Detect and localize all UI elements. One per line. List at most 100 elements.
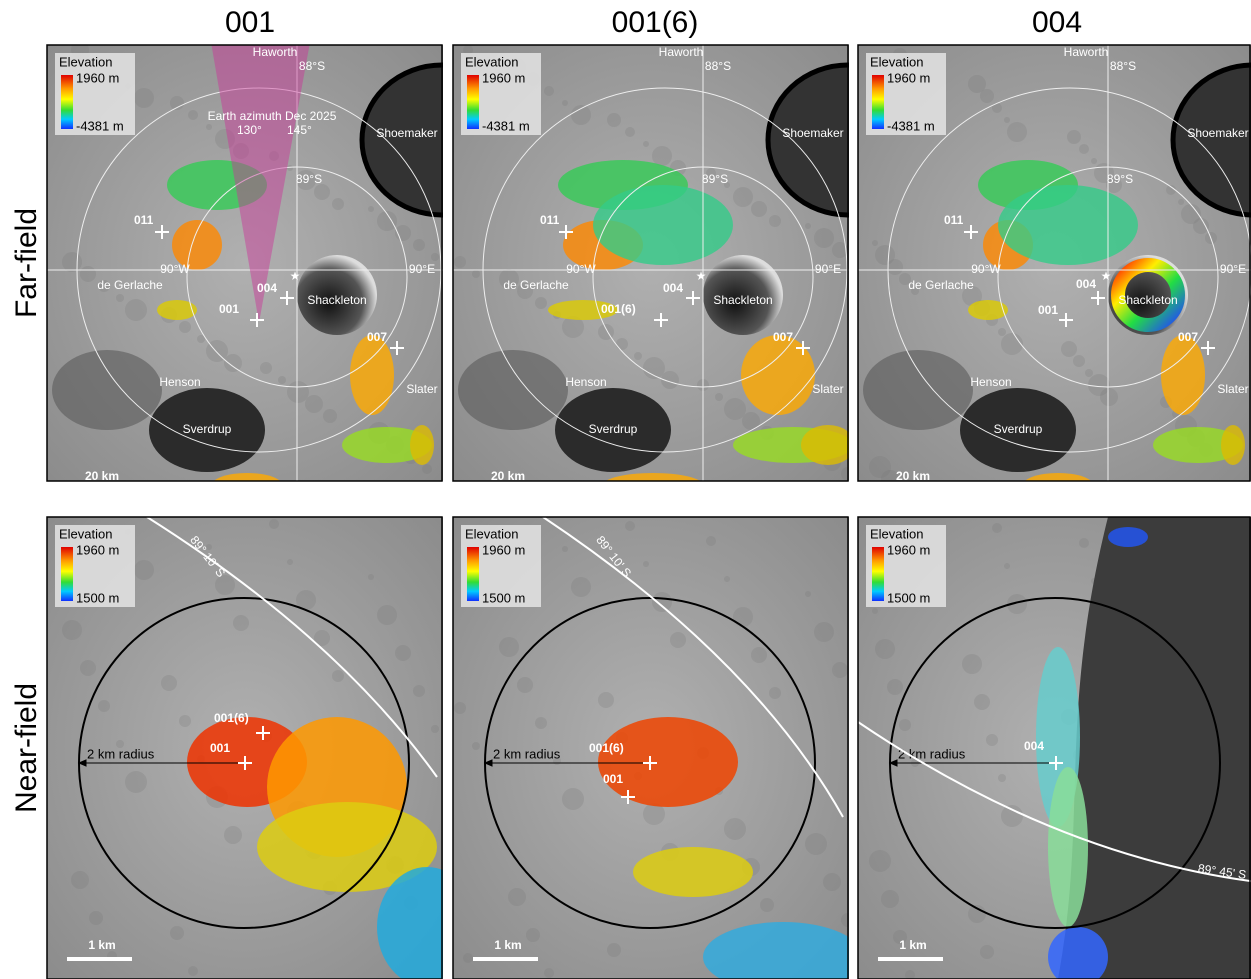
feature-label: Shoemaker xyxy=(376,126,437,140)
scale-bar xyxy=(67,485,137,489)
legend-colorbar xyxy=(872,75,884,129)
crater-texture xyxy=(607,943,621,957)
crater-texture xyxy=(998,774,1006,782)
legend-min: 1500 m xyxy=(887,590,930,605)
crater-texture xyxy=(968,75,986,93)
crater-texture xyxy=(179,321,191,333)
figure: 001001(6)004Far-fieldNear-fieldEarth azi… xyxy=(0,0,1251,979)
row-label: Near-field xyxy=(10,683,43,813)
scale-label: 1 km xyxy=(88,938,115,952)
crater-texture xyxy=(422,464,432,474)
crater-texture xyxy=(314,184,330,200)
crater-texture xyxy=(1067,130,1081,144)
legend-title: Elevation xyxy=(870,526,923,541)
feature-label: 89°S xyxy=(702,172,728,186)
crater-texture xyxy=(134,88,154,108)
elevation-overlay xyxy=(1108,527,1148,547)
site-label: 001 xyxy=(603,772,623,786)
feature-label: 90°W xyxy=(566,262,596,276)
crater-texture xyxy=(1001,333,1023,355)
feature-label: Shackleton xyxy=(713,293,772,307)
crater-henson xyxy=(458,350,568,430)
site-label: 001(6) xyxy=(601,302,636,316)
scale-bar xyxy=(878,485,948,489)
site-label: 004 xyxy=(1024,739,1044,753)
feature-label: Henson xyxy=(970,375,1011,389)
legend-colorbar xyxy=(61,75,73,129)
elevation-overlay xyxy=(1023,473,1093,497)
crater-texture xyxy=(323,409,337,423)
crater-henson xyxy=(52,350,162,430)
crater-texture xyxy=(875,245,895,265)
crater-texture xyxy=(881,890,899,908)
crater-texture xyxy=(733,607,753,627)
crater-texture xyxy=(562,100,568,106)
crater-texture xyxy=(499,637,519,657)
site-label: 004 xyxy=(663,281,683,295)
site-label: 001(6) xyxy=(589,741,624,755)
crater-texture xyxy=(305,395,323,413)
crater-texture xyxy=(413,239,425,251)
crater-texture xyxy=(535,717,547,729)
crater-texture xyxy=(760,898,774,912)
crater-texture xyxy=(1079,538,1089,548)
crater-texture xyxy=(832,662,848,678)
column-title: 004 xyxy=(1032,6,1082,39)
row-label: Far-field xyxy=(10,208,43,318)
crater-texture xyxy=(233,615,249,631)
scale-label: 1 km xyxy=(494,938,521,952)
crater-texture xyxy=(472,270,480,278)
crater-texture xyxy=(431,725,439,733)
feature-label: Shackleton xyxy=(1118,293,1177,307)
crater-texture xyxy=(62,620,82,640)
crater-texture xyxy=(562,546,568,552)
feature-label: 90°E xyxy=(1220,262,1246,276)
map-panel: 2 km radius89° 10' S001(6)001Elevation19… xyxy=(453,517,863,979)
feature-label: Sverdrup xyxy=(589,422,638,436)
crater-texture xyxy=(332,198,344,210)
crater-texture xyxy=(134,560,154,580)
crater-texture xyxy=(652,146,672,166)
elevation-overlay xyxy=(593,185,733,265)
legend-max: 1960 m xyxy=(887,542,930,557)
site-label: 011 xyxy=(134,213,154,227)
legend-min: 1500 m xyxy=(482,590,525,605)
star: ★ xyxy=(1101,269,1112,283)
crater-texture xyxy=(454,256,466,268)
crater-texture xyxy=(1091,158,1097,164)
crater-texture xyxy=(224,354,242,372)
crater-texture xyxy=(643,141,649,147)
crater-texture xyxy=(206,124,212,130)
crater-texture xyxy=(179,715,191,727)
legend-title: Elevation xyxy=(59,526,112,541)
column-title: 001(6) xyxy=(612,6,699,39)
crater-texture xyxy=(287,559,293,565)
site-label: 011 xyxy=(944,213,964,227)
crater-texture xyxy=(872,608,878,614)
legend-max: 1960 m xyxy=(76,70,119,85)
crater-texture xyxy=(80,660,96,676)
feature-label: 89°S xyxy=(1107,172,1133,186)
crater-texture xyxy=(805,591,811,597)
site-label: 007 xyxy=(773,330,793,344)
crater-texture xyxy=(643,561,649,567)
feature-label: Sverdrup xyxy=(994,422,1043,436)
crater-texture xyxy=(769,215,781,227)
feature-label: Shoemaker xyxy=(782,126,843,140)
crater-texture xyxy=(80,266,96,282)
elevation-overlay xyxy=(410,425,434,465)
crater-texture xyxy=(872,240,878,246)
legend-title: Elevation xyxy=(59,54,112,69)
site-label: 001 xyxy=(219,302,239,316)
crater-texture xyxy=(899,719,911,731)
crater-texture xyxy=(1001,805,1023,827)
feature-label: de Gerlache xyxy=(97,278,163,292)
crater-texture xyxy=(805,223,811,229)
crater-texture xyxy=(544,968,554,978)
site-label: 001(6) xyxy=(214,711,249,725)
legend-max: 1960 m xyxy=(887,70,930,85)
crater-texture xyxy=(562,788,584,810)
crater-texture xyxy=(431,253,439,261)
legend-colorbar xyxy=(467,75,479,129)
crater-texture xyxy=(71,871,89,889)
